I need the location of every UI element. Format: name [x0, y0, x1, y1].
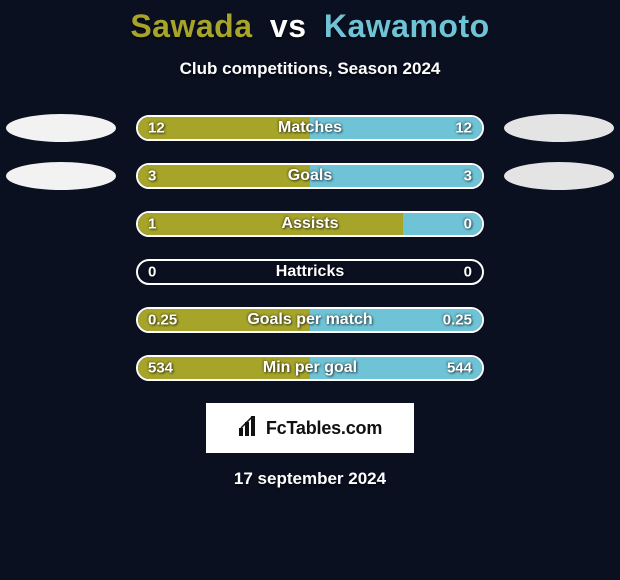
brand-text: FcTables.com [266, 418, 382, 439]
stat-bar-left-fill [138, 165, 310, 187]
stat-value-left: 0 [148, 264, 156, 281]
stat-value-right: 3 [464, 168, 472, 185]
stat-bar: 12 12 Matches [136, 115, 484, 141]
stat-label: Hattricks [276, 263, 344, 281]
stat-value-right: 0.25 [443, 312, 472, 329]
stat-bar: 534 544 Min per goal [136, 355, 484, 381]
stat-label: Min per goal [263, 359, 357, 377]
stat-bar-left-fill [138, 213, 403, 235]
stat-label: Goals [288, 167, 332, 185]
stat-label: Goals per match [247, 311, 372, 329]
footer-date: 17 september 2024 [0, 469, 620, 489]
stat-value-right: 12 [455, 120, 472, 137]
player2-name: Kawamoto [324, 8, 490, 44]
player2-avatar-placeholder [504, 114, 614, 142]
stat-value-left: 12 [148, 120, 165, 137]
stat-label: Assists [282, 215, 339, 233]
stat-row: 3 3 Goals [0, 163, 620, 189]
stat-row: 534 544 Min per goal [0, 355, 620, 381]
stat-row: 0.25 0.25 Goals per match [0, 307, 620, 333]
vs-label: vs [270, 8, 307, 44]
bar-chart-icon [238, 416, 260, 441]
stat-row: 0 0 Hattricks [0, 259, 620, 285]
player1-avatar-placeholder [6, 162, 116, 190]
stat-value-left: 0.25 [148, 312, 177, 329]
stat-bar: 3 3 Goals [136, 163, 484, 189]
stat-value-left: 1 [148, 216, 156, 233]
player2-avatar-placeholder [504, 162, 614, 190]
comparison-title: Sawada vs Kawamoto [0, 0, 620, 45]
stat-bar: 0.25 0.25 Goals per match [136, 307, 484, 333]
stat-bar-right-fill [310, 165, 482, 187]
stat-row: 1 0 Assists [0, 211, 620, 237]
player1-avatar-placeholder [6, 114, 116, 142]
stat-row: 12 12 Matches [0, 115, 620, 141]
subtitle: Club competitions, Season 2024 [0, 59, 620, 79]
stat-bar: 1 0 Assists [136, 211, 484, 237]
stat-value-left: 3 [148, 168, 156, 185]
stat-value-right: 0 [464, 264, 472, 281]
stat-value-right: 544 [447, 360, 472, 377]
stat-bar: 0 0 Hattricks [136, 259, 484, 285]
stat-value-right: 0 [464, 216, 472, 233]
stat-value-left: 534 [148, 360, 173, 377]
stats-container: 12 12 Matches 3 3 Goals 1 0 Assists 0 0 Hattricks 0.… [0, 115, 620, 381]
brand-logo: FcTables.com [206, 403, 414, 453]
stat-label: Matches [278, 119, 342, 137]
player1-name: Sawada [130, 8, 252, 44]
